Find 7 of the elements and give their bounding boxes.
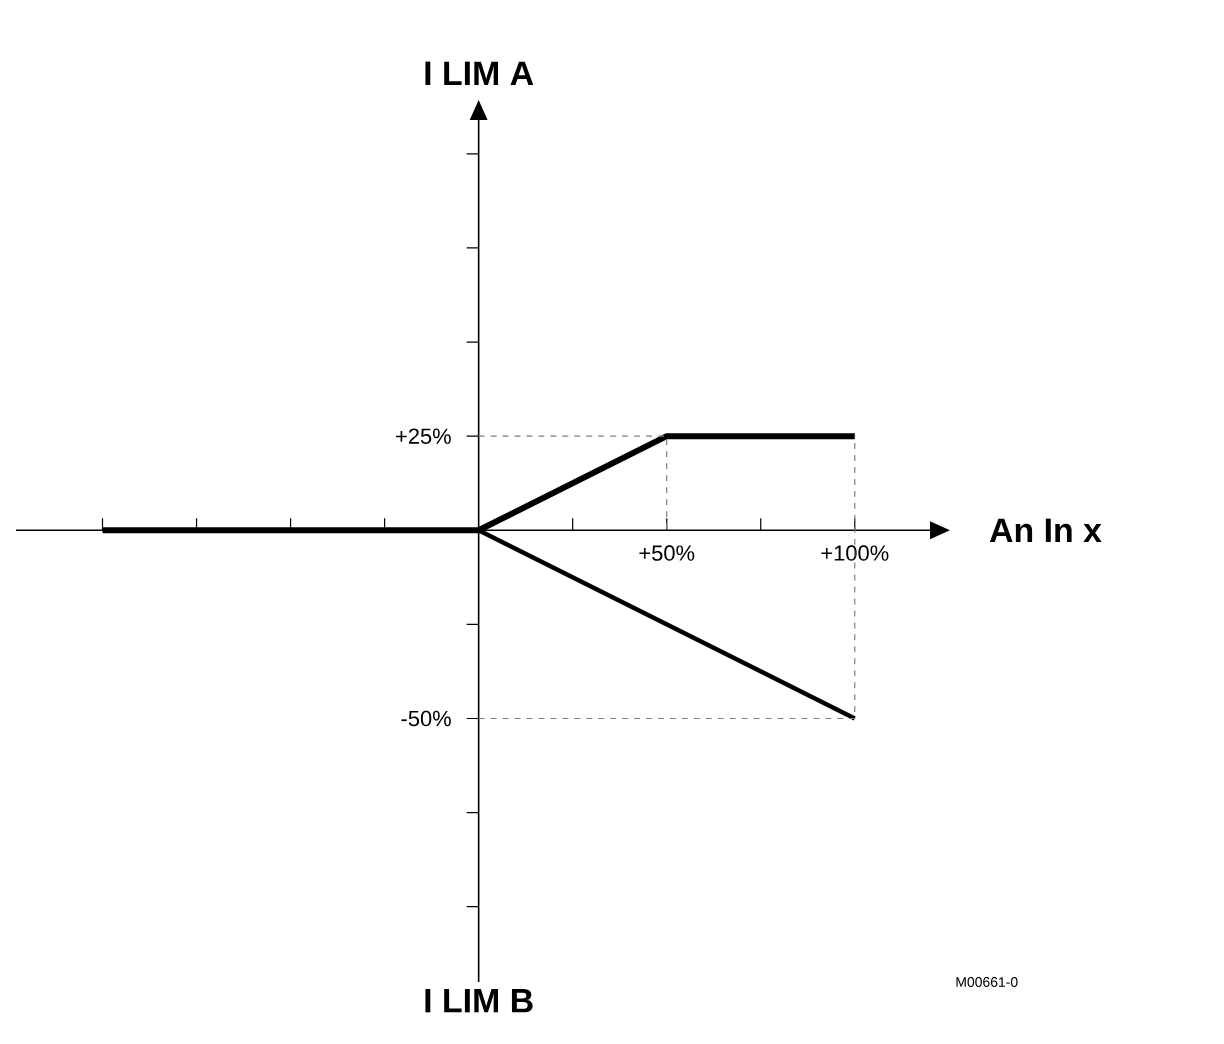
y-tick-label: -50% [401, 710, 451, 727]
y-tick-label: +25% [396, 428, 451, 444]
x-tick-label: +100% [821, 545, 889, 561]
x-axis-title: An In x [989, 518, 1102, 542]
y-axis-title: I LIM A [425, 61, 534, 85]
text: I LIM B [425, 989, 533, 1013]
x-tick-label: +50% [639, 545, 695, 561]
